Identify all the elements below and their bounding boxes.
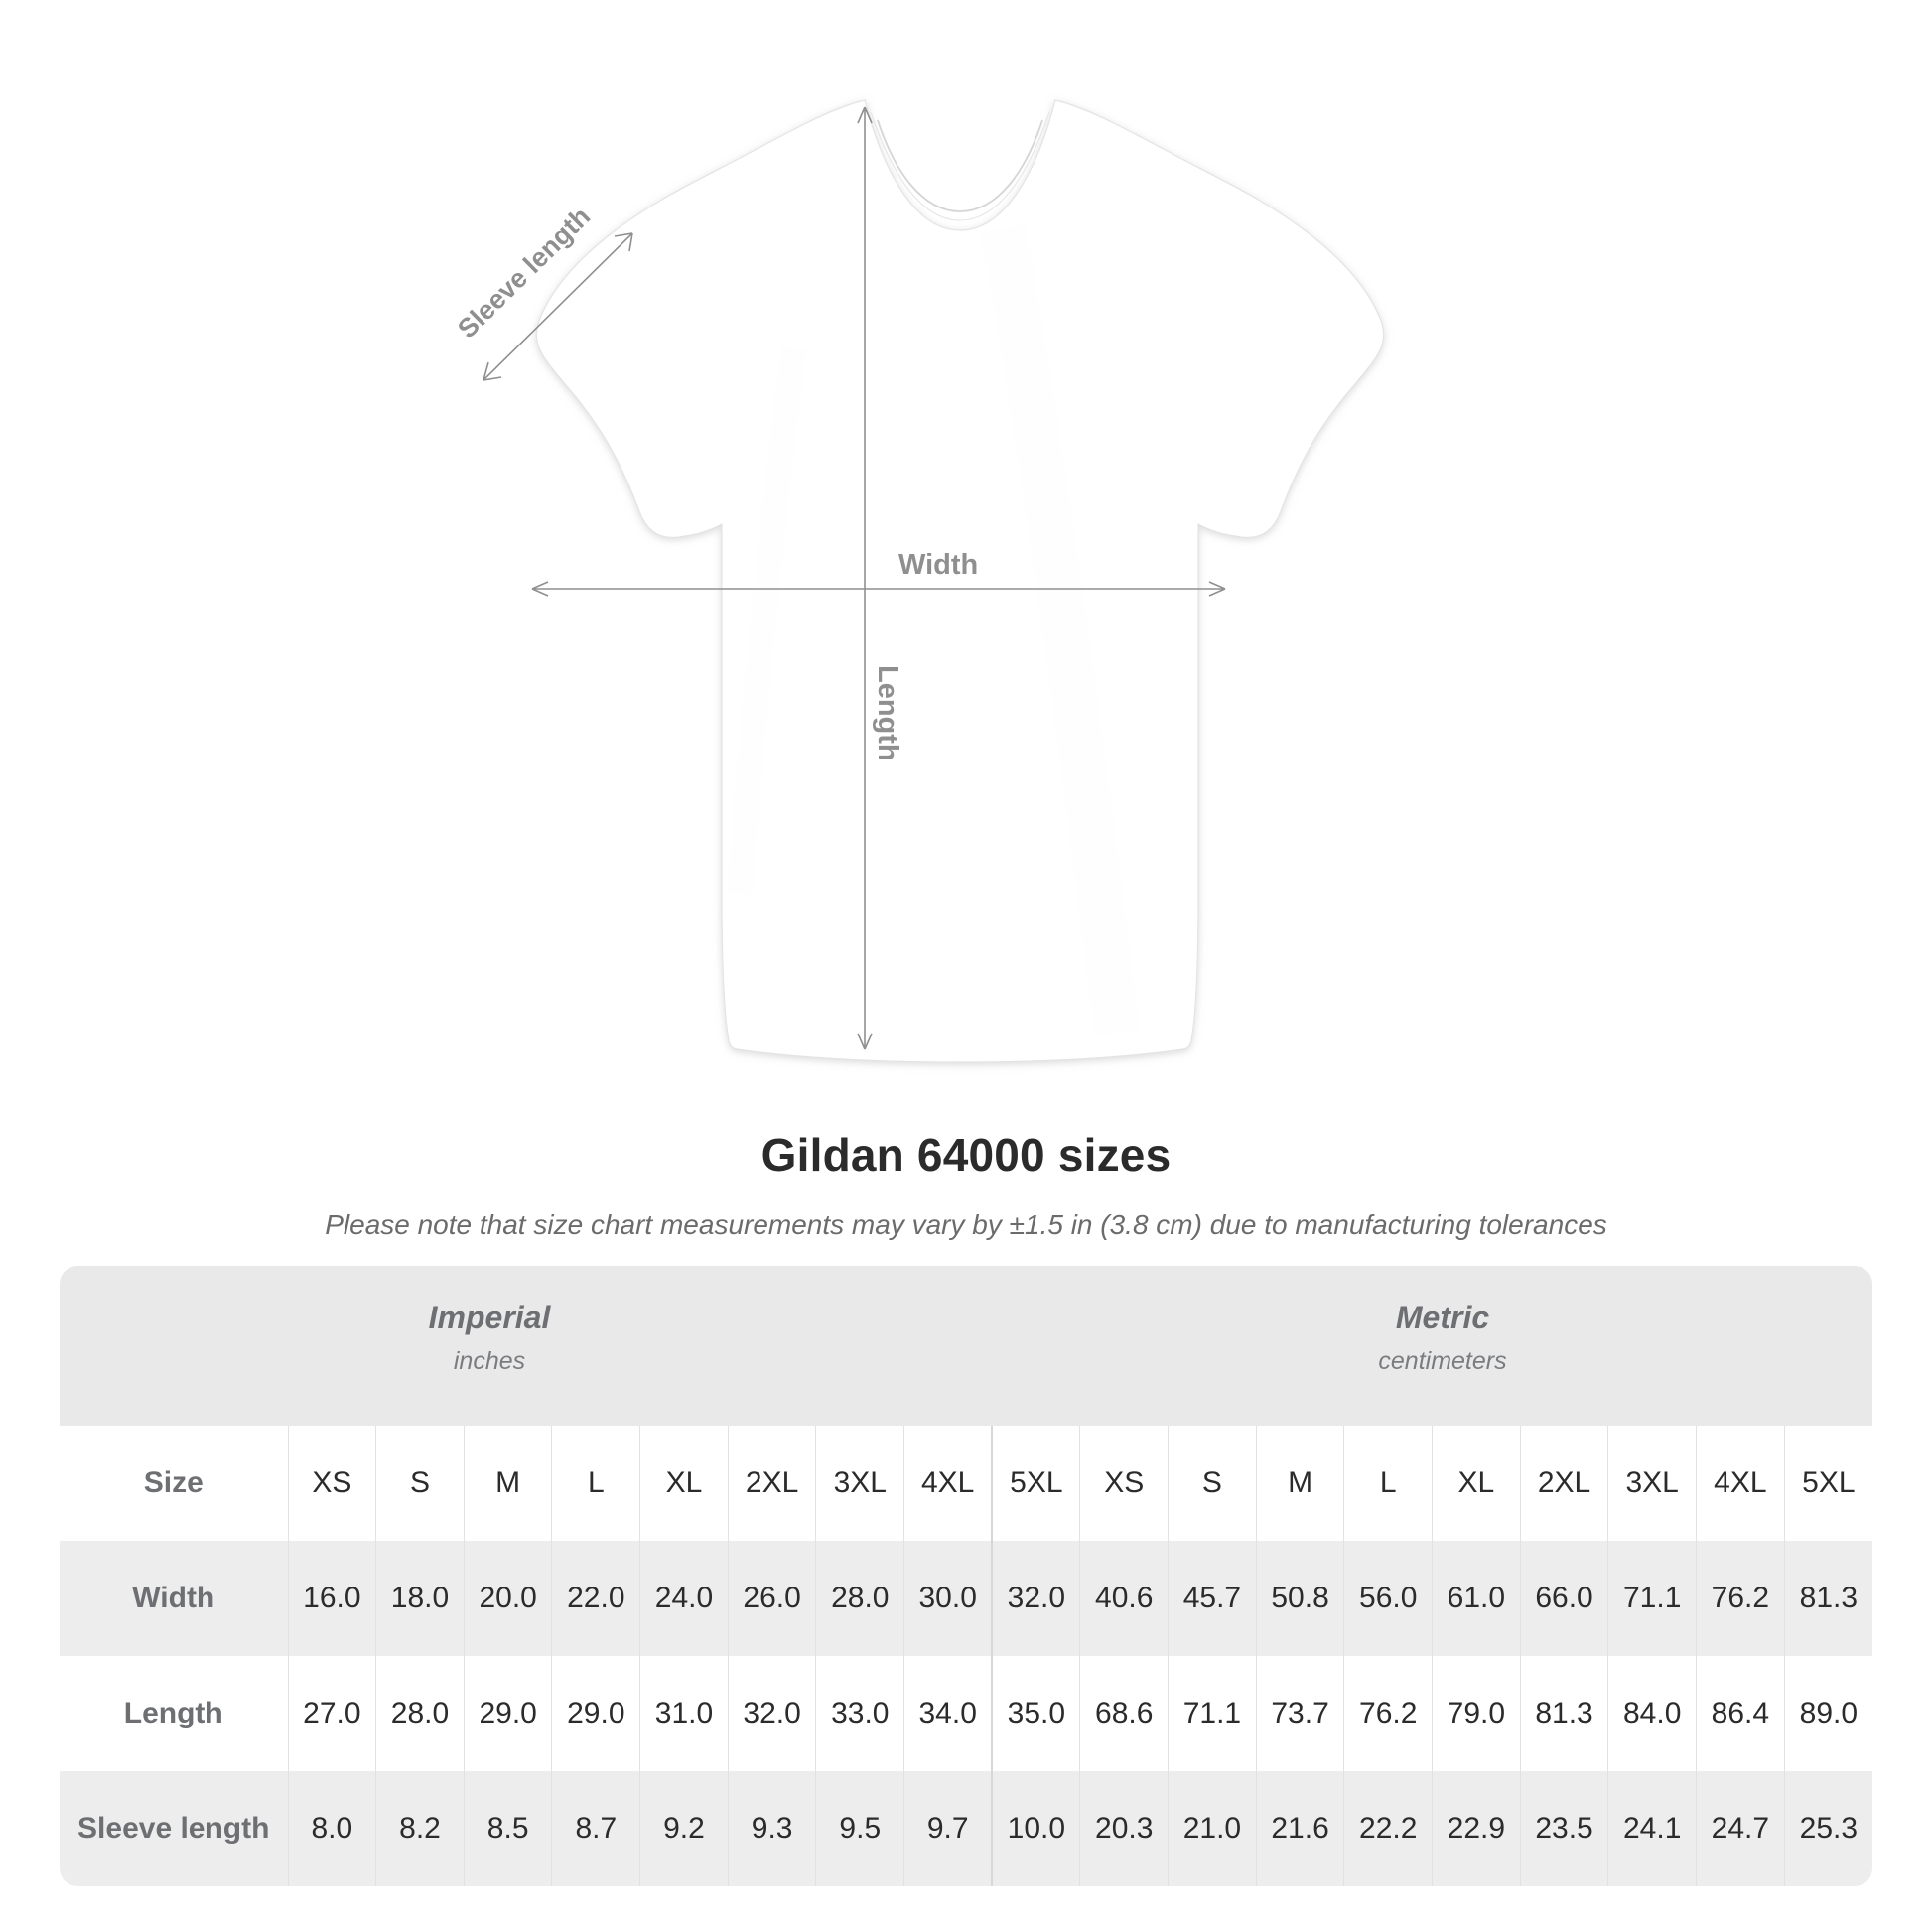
svg-text:Width: Width: [898, 549, 978, 581]
svg-text:Length: Length: [872, 665, 903, 761]
